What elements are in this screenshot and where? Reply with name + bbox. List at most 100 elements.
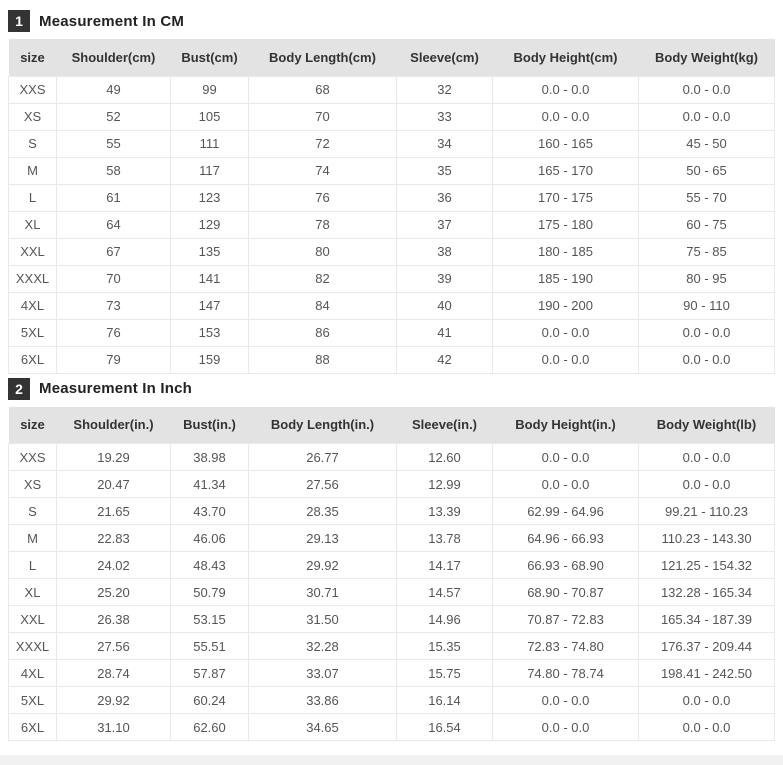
column-header: Body Length(cm)	[248, 39, 397, 76]
value-cell: 29.13	[248, 524, 397, 552]
value-cell: 159	[170, 345, 249, 374]
value-cell: 111	[170, 129, 249, 158]
value-cell: 129	[170, 210, 249, 239]
value-cell: 0.0 - 0.0	[638, 102, 775, 131]
table-row: 6XL 79 159 88 42 0.0 - 0.0 0.0 - 0.0	[8, 345, 775, 374]
value-cell: 36	[396, 183, 493, 212]
value-cell: 15.75	[396, 659, 493, 687]
table-row: 4XL 73 147 84 40 190 - 200 90 - 110	[8, 291, 775, 320]
value-cell: 14.17	[396, 551, 493, 579]
value-cell: 25.20	[56, 578, 171, 606]
table-row: XS 20.47 41.34 27.56 12.99 0.0 - 0.0 0.0 - 0.0	[8, 470, 775, 498]
value-cell: 0.0 - 0.0	[492, 686, 639, 714]
value-cell: 55	[56, 129, 171, 158]
value-cell: 70	[56, 264, 171, 293]
table-header-row: size Shoulder(cm) Bust(cm) Body Length(cm) S…	[8, 39, 775, 76]
section-title: Measurement In CM	[39, 12, 185, 30]
value-cell: 0.0 - 0.0	[492, 102, 639, 131]
value-cell: 30.71	[248, 578, 397, 606]
table-row: M 22.83 46.06 29.13 13.78 64.96 - 66.93 110.23…	[8, 524, 775, 552]
value-cell: 28.35	[248, 497, 397, 525]
size-cell: XXS	[8, 443, 57, 471]
value-cell: 12.60	[396, 443, 493, 471]
size-cell: 6XL	[8, 345, 57, 374]
value-cell: 60 - 75	[638, 210, 775, 239]
value-cell: 60.24	[170, 686, 249, 714]
table-row: XS 52 105 70 33 0.0 - 0.0 0.0 - 0.0	[8, 102, 775, 131]
value-cell: 37	[396, 210, 493, 239]
value-cell: 78	[248, 210, 397, 239]
value-cell: 0.0 - 0.0	[638, 345, 775, 374]
value-cell: 67	[56, 237, 171, 266]
value-cell: 123	[170, 183, 249, 212]
size-cell: XL	[8, 210, 57, 239]
column-header: Body Weight(kg)	[638, 39, 775, 76]
column-header: Body Height(in.)	[492, 406, 639, 444]
value-cell: 170 - 175	[492, 183, 639, 212]
value-cell: 0.0 - 0.0	[492, 443, 639, 471]
value-cell: 42	[396, 345, 493, 374]
section-number-badge: 1	[8, 10, 30, 32]
value-cell: 31.10	[56, 713, 171, 741]
size-cell: 4XL	[8, 659, 57, 687]
value-cell: 198.41 - 242.50	[638, 659, 775, 687]
value-cell: 28.74	[56, 659, 171, 687]
value-cell: 176.37 - 209.44	[638, 632, 775, 660]
value-cell: 73	[56, 291, 171, 320]
value-cell: 90 - 110	[638, 291, 775, 320]
value-cell: 16.54	[396, 713, 493, 741]
value-cell: 105	[170, 102, 249, 131]
table-row: 4XL 28.74 57.87 33.07 15.75 74.80 - 78.74 198.…	[8, 659, 775, 687]
table-row: 6XL 31.10 62.60 34.65 16.54 0.0 - 0.0 0.0 - 0.…	[8, 713, 775, 741]
value-cell: 40	[396, 291, 493, 320]
value-cell: 84	[248, 291, 397, 320]
value-cell: 147	[170, 291, 249, 320]
value-cell: 82	[248, 264, 397, 293]
value-cell: 34.65	[248, 713, 397, 741]
size-cell: XXXL	[8, 632, 57, 660]
value-cell: 26.38	[56, 605, 171, 633]
value-cell: 32.28	[248, 632, 397, 660]
value-cell: 41.34	[170, 470, 249, 498]
value-cell: 180 - 185	[492, 237, 639, 266]
value-cell: 99.21 - 110.23	[638, 497, 775, 525]
value-cell: 141	[170, 264, 249, 293]
value-cell: 13.78	[396, 524, 493, 552]
value-cell: 24.02	[56, 551, 171, 579]
value-cell: 15.35	[396, 632, 493, 660]
value-cell: 0.0 - 0.0	[492, 713, 639, 741]
size-cell: 6XL	[8, 713, 57, 741]
value-cell: 32	[396, 75, 493, 104]
next-section-divider	[0, 755, 783, 765]
value-cell: 70.87 - 72.83	[492, 605, 639, 633]
table-row: XXXL 27.56 55.51 32.28 15.35 72.83 - 74.80 176…	[8, 632, 775, 660]
column-header: size	[8, 406, 57, 444]
value-cell: 50 - 65	[638, 156, 775, 185]
table-row: XL 25.20 50.79 30.71 14.57 68.90 - 70.87 132.2…	[8, 578, 775, 606]
value-cell: 57.87	[170, 659, 249, 687]
value-cell: 64	[56, 210, 171, 239]
section-title: Measurement In Inch	[39, 380, 193, 397]
table-row: M 58 117 74 35 165 - 170 50 - 65	[8, 156, 775, 185]
value-cell: 41	[396, 318, 493, 347]
value-cell: 20.47	[56, 470, 171, 498]
column-header: Shoulder(cm)	[56, 39, 171, 76]
section-measurement-inch: 2 Measurement In Inch size Shoulder(in.) B…	[0, 377, 783, 741]
value-cell: 31.50	[248, 605, 397, 633]
size-cell: 5XL	[8, 318, 57, 347]
value-cell: 64.96 - 66.93	[492, 524, 639, 552]
value-cell: 0.0 - 0.0	[638, 713, 775, 741]
column-header: Sleeve(cm)	[396, 39, 493, 76]
section-measurement-cm: 1 Measurement In CM size Shoulder(cm) Bust…	[0, 10, 783, 374]
column-header: Body Length(in.)	[248, 406, 397, 444]
value-cell: 49	[56, 75, 171, 104]
value-cell: 0.0 - 0.0	[492, 318, 639, 347]
column-header: Shoulder(in.)	[56, 406, 171, 444]
value-cell: 0.0 - 0.0	[638, 443, 775, 471]
value-cell: 46.06	[170, 524, 249, 552]
size-cell: XS	[8, 102, 57, 131]
section-heading-inch: 2 Measurement In Inch	[8, 377, 783, 400]
size-cell: S	[8, 129, 57, 158]
value-cell: 62.60	[170, 713, 249, 741]
value-cell: 29.92	[248, 551, 397, 579]
